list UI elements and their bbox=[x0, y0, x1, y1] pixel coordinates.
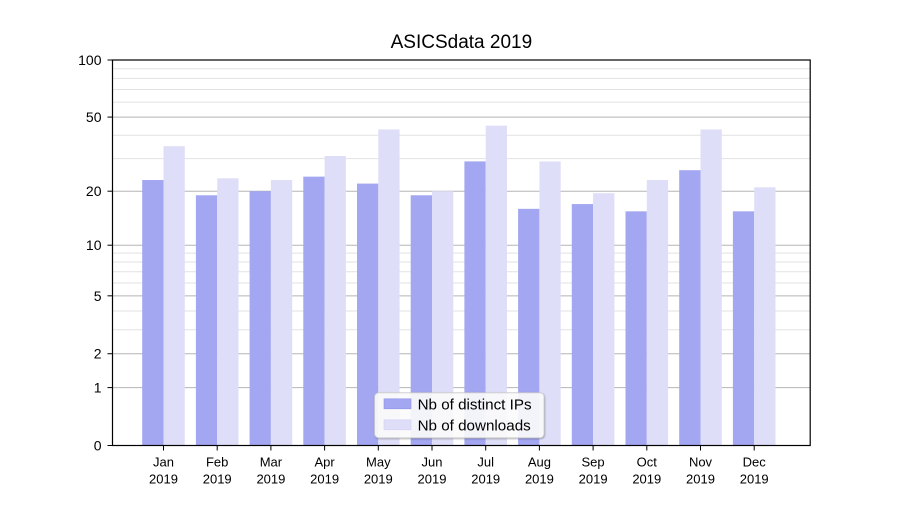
svg-text:Aug: Aug bbox=[528, 455, 551, 470]
svg-text:2019: 2019 bbox=[203, 472, 232, 487]
svg-text:2019: 2019 bbox=[579, 472, 608, 487]
svg-text:2019: 2019 bbox=[256, 472, 285, 487]
svg-text:20: 20 bbox=[86, 183, 102, 199]
svg-text:50: 50 bbox=[86, 109, 102, 125]
svg-text:2: 2 bbox=[94, 346, 102, 362]
svg-text:2019: 2019 bbox=[364, 472, 393, 487]
svg-text:Jul: Jul bbox=[477, 455, 494, 470]
svg-text:2019: 2019 bbox=[149, 472, 178, 487]
svg-text:Jun: Jun bbox=[422, 455, 443, 470]
svg-text:2019: 2019 bbox=[310, 472, 339, 487]
svg-text:100: 100 bbox=[78, 52, 102, 68]
svg-text:Oct: Oct bbox=[637, 455, 658, 470]
svg-text:Nb of downloads: Nb of downloads bbox=[418, 418, 532, 435]
svg-text:2019: 2019 bbox=[525, 472, 554, 487]
svg-text:Jan: Jan bbox=[153, 455, 174, 470]
svg-text:ASICSdata 2019: ASICSdata 2019 bbox=[391, 32, 533, 53]
svg-text:Sep: Sep bbox=[582, 455, 605, 470]
svg-text:2019: 2019 bbox=[471, 472, 500, 487]
svg-text:2019: 2019 bbox=[740, 472, 769, 487]
svg-text:Apr: Apr bbox=[314, 455, 335, 470]
svg-text:May: May bbox=[366, 455, 391, 470]
svg-text:2019: 2019 bbox=[686, 472, 715, 487]
svg-text:Feb: Feb bbox=[206, 455, 228, 470]
svg-text:Dec: Dec bbox=[743, 455, 767, 470]
svg-text:2019: 2019 bbox=[418, 472, 447, 487]
svg-text:5: 5 bbox=[94, 288, 102, 304]
svg-text:1: 1 bbox=[94, 380, 102, 396]
svg-text:Nov: Nov bbox=[689, 455, 713, 470]
svg-text:Nb of distinct IPs: Nb of distinct IPs bbox=[418, 397, 532, 414]
svg-text:2019: 2019 bbox=[632, 472, 661, 487]
svg-text:Mar: Mar bbox=[260, 455, 283, 470]
svg-text:0: 0 bbox=[94, 438, 102, 454]
svg-text:10: 10 bbox=[86, 237, 102, 253]
